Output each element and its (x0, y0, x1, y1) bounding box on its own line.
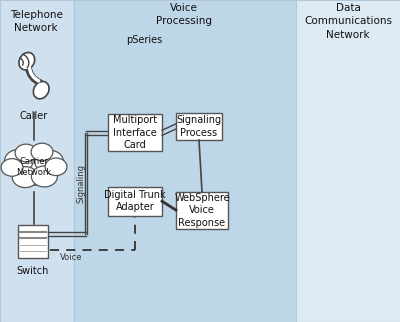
Circle shape (4, 149, 33, 173)
Circle shape (31, 143, 53, 161)
Circle shape (31, 166, 58, 187)
Text: Data
Communications
Network: Data Communications Network (304, 3, 392, 40)
Text: Signaling
Process: Signaling Process (176, 115, 222, 137)
Text: WebSphere
Voice
Response: WebSphere Voice Response (174, 193, 230, 228)
Text: Voice
Processing: Voice Processing (156, 3, 212, 26)
Ellipse shape (33, 81, 49, 99)
Text: Telephone
Network: Telephone Network (10, 10, 62, 33)
Bar (18, 225, 48, 258)
Circle shape (15, 144, 37, 162)
Ellipse shape (19, 52, 35, 70)
Text: Signaling: Signaling (77, 164, 86, 203)
Text: pSeries: pSeries (126, 35, 162, 45)
Bar (74, 0, 296, 322)
Circle shape (1, 159, 23, 176)
Text: Digital Trunk
Adapter: Digital Trunk Adapter (104, 190, 166, 213)
Bar (0, 0, 74, 322)
Bar (296, 0, 400, 322)
Text: Caller: Caller (20, 111, 48, 121)
Text: Multiport
Interface
Card: Multiport Interface Card (113, 115, 157, 150)
Bar (108, 187, 162, 216)
Text: Switch: Switch (17, 266, 49, 276)
Text: Carrier
Network: Carrier Network (16, 157, 52, 177)
Circle shape (12, 167, 38, 188)
Text: Voice: Voice (60, 253, 82, 262)
Circle shape (45, 158, 67, 175)
Bar (176, 192, 228, 229)
Circle shape (12, 150, 56, 185)
Circle shape (35, 150, 64, 173)
Bar (176, 113, 222, 140)
Bar (108, 114, 162, 151)
